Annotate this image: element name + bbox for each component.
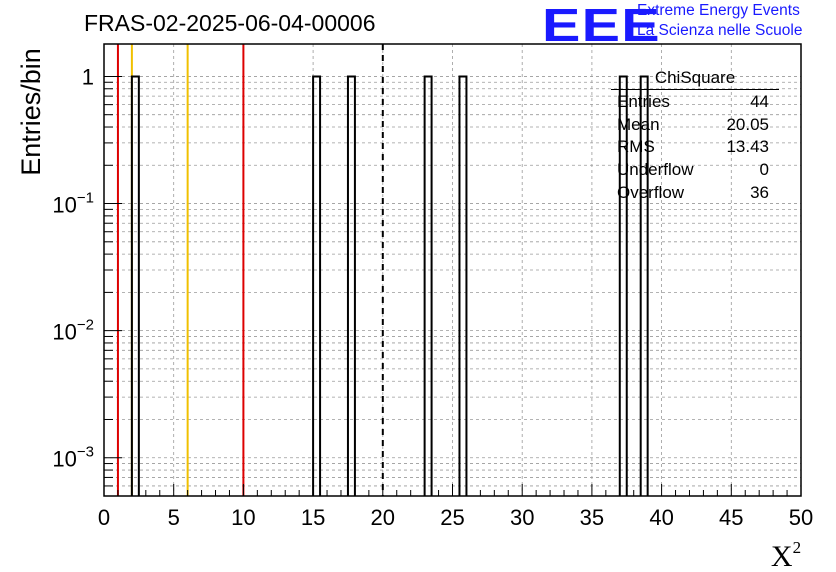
chart-title: FRAS-02-2025-06-04-00006 — [84, 10, 376, 36]
histogram-bar — [346, 75, 356, 496]
stats-divider — [611, 89, 779, 90]
x-tick-label: 40 — [649, 505, 673, 530]
logo-mark: EEE — [542, 0, 661, 51]
stat-row-overflow: Overflow 36 — [617, 183, 769, 205]
y-tick-exponent: −1 — [77, 190, 94, 207]
y-tick-label: 10−1 — [52, 190, 94, 218]
y-axis-label: Entries/bin — [16, 48, 46, 176]
stat-label: RMS — [617, 137, 655, 156]
stat-row-rms: RMS 13.43 — [617, 137, 769, 159]
stat-label: Entries — [617, 92, 670, 111]
logo-line-1: Extreme Energy Events — [637, 2, 800, 19]
x-tick-label: 50 — [789, 505, 813, 530]
y-tick-exponent: −2 — [77, 317, 94, 334]
stat-label: Overflow — [617, 183, 685, 202]
y-tick-label: 10−3 — [52, 444, 94, 472]
stat-value: 20.05 — [726, 115, 769, 134]
stat-value: 36 — [750, 183, 769, 202]
x-tick-label: 15 — [301, 505, 325, 530]
stats-box: ChiSquare Entries 44 Mean 20.05 RMS 13.4… — [611, 68, 779, 208]
stat-label: Underflow — [617, 160, 694, 179]
y-tick-label: 10−2 — [52, 317, 94, 345]
x-tick-label: 45 — [719, 505, 743, 530]
y-tick-label: 1 — [82, 64, 94, 89]
x-tick-label: 25 — [440, 505, 464, 530]
x-tick-label: 35 — [580, 505, 604, 530]
stat-value: 13.43 — [726, 137, 769, 156]
x-axis-label-exponent: 2 — [793, 538, 802, 557]
stat-row-underflow: Underflow 0 — [617, 160, 769, 182]
histogram-bar — [618, 75, 628, 496]
x-tick-label: 10 — [231, 505, 255, 530]
stats-title: ChiSquare — [654, 68, 736, 87]
histogram-bar — [458, 75, 468, 496]
eee-logo: EEE Extreme Energy Events La Scienza nel… — [540, 0, 836, 51]
logo-line-2: La Scienza nelle Scuole — [637, 22, 803, 39]
stat-row-entries: Entries 44 — [617, 92, 769, 114]
stat-value: 0 — [759, 160, 769, 179]
y-tick-base: 10 — [52, 320, 76, 345]
stat-label: Mean — [617, 115, 660, 134]
x-tick-label: 5 — [168, 505, 180, 530]
x-axis-label-base: X — [771, 540, 793, 572]
stat-row-mean: Mean 20.05 — [617, 115, 769, 137]
x-tick-label: 0 — [98, 505, 110, 530]
histogram-bar — [423, 75, 433, 496]
y-tick-base: 10 — [52, 193, 76, 218]
x-tick-label: 20 — [371, 505, 395, 530]
histogram-bar — [639, 75, 649, 496]
stat-value: 44 — [750, 92, 769, 111]
y-tick-base: 10 — [52, 447, 76, 472]
histogram-bar — [312, 75, 322, 496]
y-tick-exponent: −3 — [77, 444, 94, 461]
x-tick-label: 30 — [510, 505, 534, 530]
histogram-bar — [130, 75, 140, 496]
x-axis-label: X2 — [771, 538, 801, 572]
